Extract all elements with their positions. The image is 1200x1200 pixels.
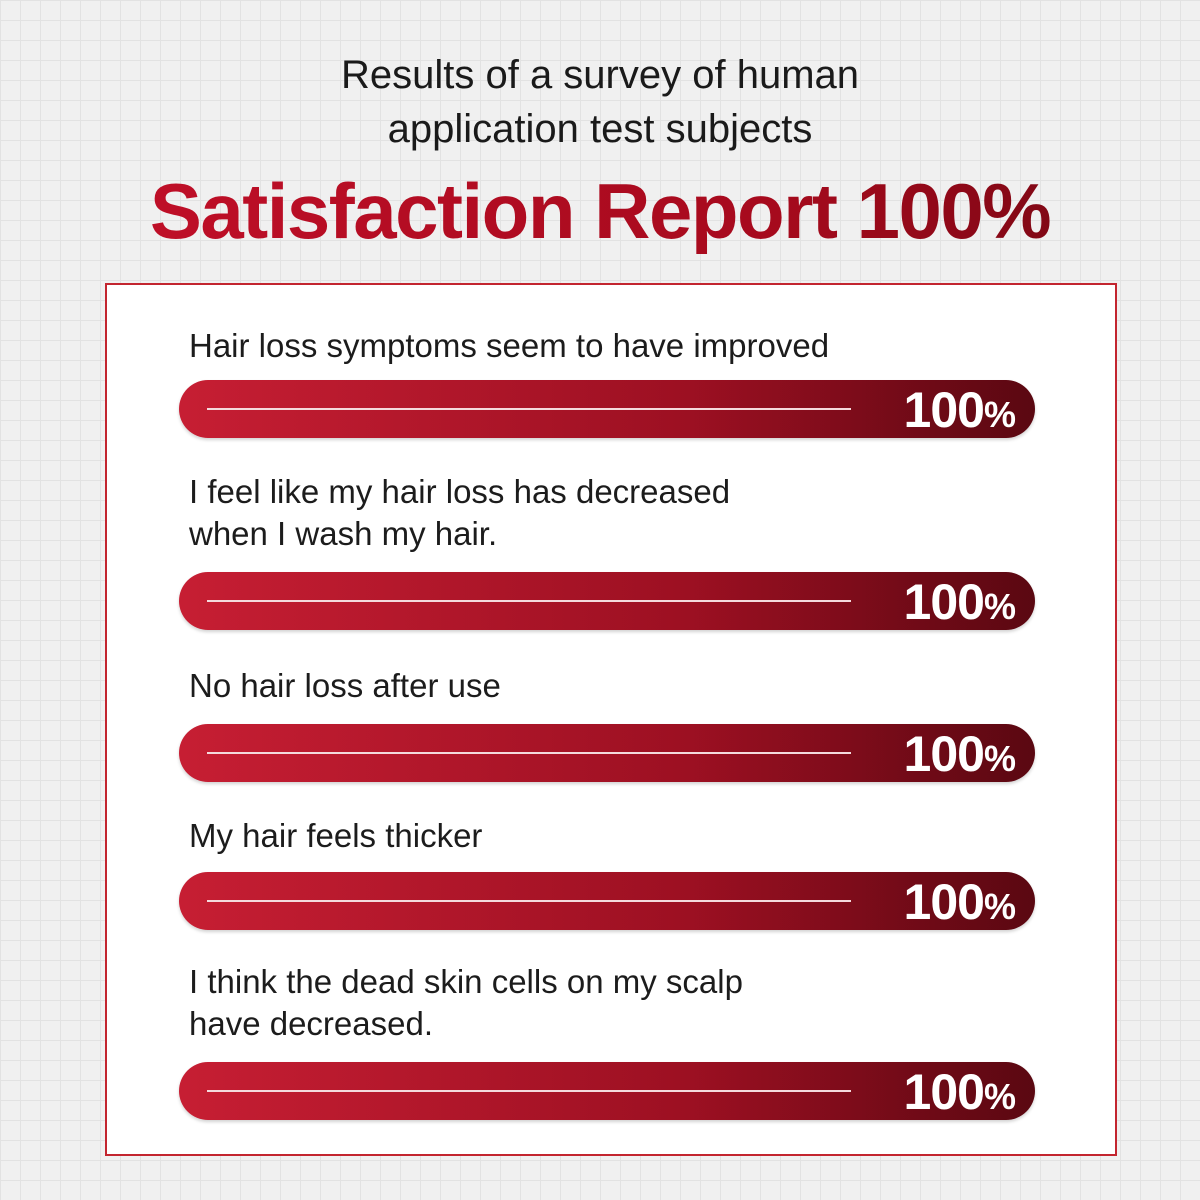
survey-item-label-line: No hair loss after use — [189, 667, 501, 704]
survey-item-label-line: I think the dead skin cells on my scalp — [189, 963, 743, 1000]
bar-track-line — [207, 900, 851, 902]
bar-value-unit: % — [983, 394, 1016, 435]
bar-value-number: 100 — [903, 874, 985, 930]
bar-value-label: 100% — [903, 1062, 1016, 1120]
survey-item-label-line: Hair loss symptoms seem to have improved — [189, 327, 830, 364]
bar-value-number: 100 — [903, 574, 985, 630]
bar-track-line — [207, 408, 851, 410]
bar-track-line — [207, 1090, 851, 1092]
survey-item-label: No hair loss after use — [189, 665, 909, 707]
survey-item-label: My hair feels thicker — [189, 815, 909, 857]
bar-value-unit: % — [983, 738, 1016, 779]
satisfaction-bar: 100% — [179, 572, 1035, 630]
bar-value-number: 100 — [903, 382, 985, 438]
subtitle-line-2: application test subjects — [387, 107, 813, 151]
report-title: Satisfaction Report 100% — [0, 166, 1200, 256]
bar-value-label: 100% — [903, 380, 1016, 438]
bar-value-label: 100% — [903, 724, 1016, 782]
bar-track-line — [207, 600, 851, 602]
survey-subtitle: Results of a survey of human application… — [0, 48, 1200, 156]
satisfaction-bar: 100% — [179, 1062, 1035, 1120]
satisfaction-bar: 100% — [179, 380, 1035, 438]
bar-value-unit: % — [983, 586, 1016, 627]
survey-item-label: I think the dead skin cells on my scalp h… — [189, 961, 909, 1045]
bar-value-label: 100% — [903, 572, 1016, 630]
survey-item-label-line: have decreased. — [189, 1005, 434, 1042]
survey-item-label: Hair loss symptoms seem to have improved — [189, 325, 909, 367]
bar-track-line — [207, 752, 851, 754]
satisfaction-bar: 100% — [179, 724, 1035, 782]
bar-value-number: 100 — [903, 726, 985, 782]
bar-value-unit: % — [983, 886, 1016, 927]
bar-value-unit: % — [983, 1076, 1016, 1117]
results-panel: Hair loss symptoms seem to have improved… — [105, 283, 1117, 1156]
satisfaction-bar: 100% — [179, 872, 1035, 930]
survey-item-label-line: I feel like my hair loss has decreased — [189, 473, 731, 510]
survey-item-label: I feel like my hair loss has decreased wh… — [189, 471, 909, 555]
subtitle-line-1: Results of a survey of human — [340, 53, 860, 97]
survey-item-label-line: My hair feels thicker — [189, 817, 483, 854]
bar-value-number: 100 — [903, 1064, 985, 1120]
bar-value-label: 100% — [903, 872, 1016, 930]
survey-item-label-line: when I wash my hair. — [189, 515, 498, 552]
